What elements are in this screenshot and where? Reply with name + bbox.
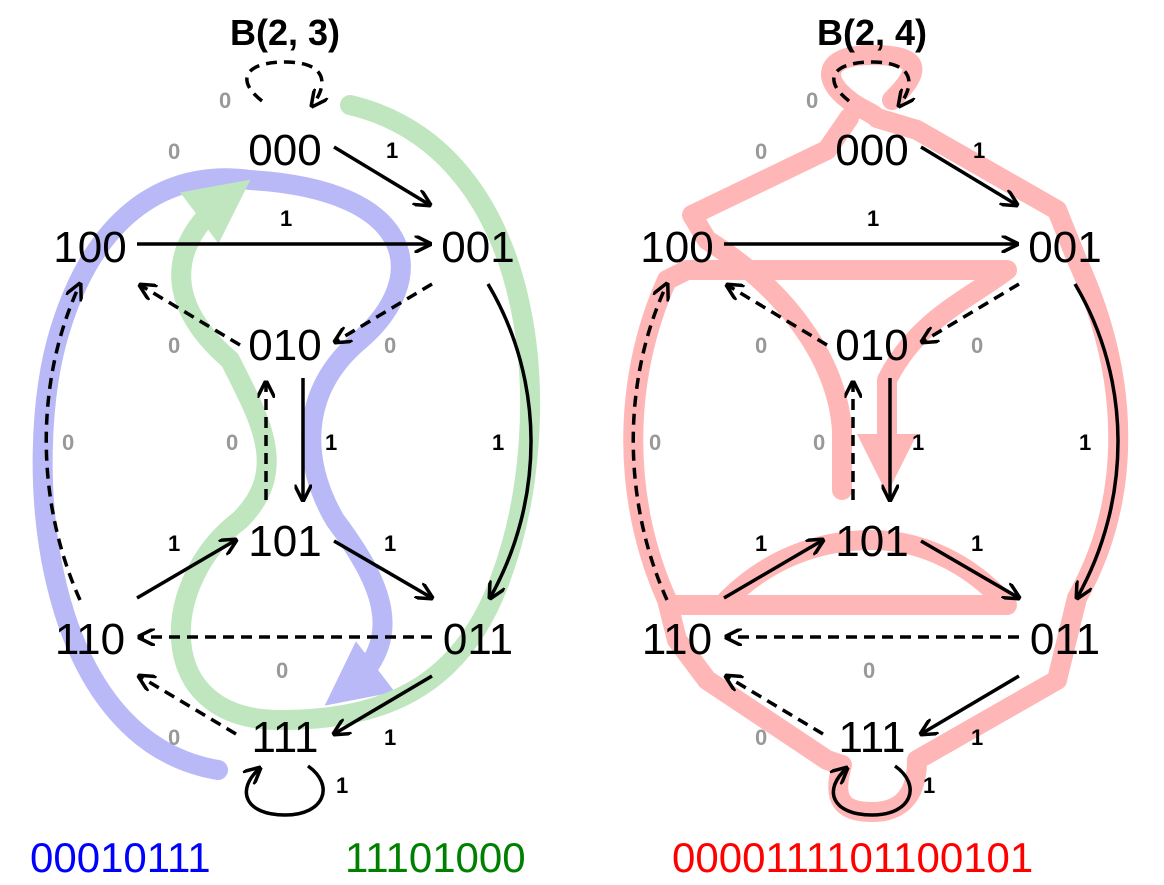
red-sequence: 0000111101100101 <box>672 834 1033 881</box>
edge-label: 1 <box>971 531 983 556</box>
blue-sequence: 00010111 <box>30 834 211 881</box>
edge-label: 0 <box>276 658 288 683</box>
node-010: 010 <box>248 321 321 370</box>
edge-label: 1 <box>280 206 292 231</box>
edge-label: 1 <box>912 430 924 455</box>
green-cycle-path <box>170 95 541 730</box>
graph-b23: 0 0 1 1 0 0 0 0 1 1 1 1 0 0 1 1 000 001 … <box>30 12 541 881</box>
edge-label: 1 <box>386 138 398 163</box>
edge-label: 0 <box>813 430 825 455</box>
edge-000-000 <box>245 60 322 106</box>
edge-label: 1 <box>971 725 983 750</box>
node-011: 011 <box>1030 615 1100 664</box>
node-100: 100 <box>640 223 713 272</box>
node-000: 000 <box>835 126 908 175</box>
edge-001-010 <box>335 282 433 342</box>
edge-label: 0 <box>384 333 396 358</box>
edge-001-011 <box>486 283 533 598</box>
node-011: 011 <box>443 615 513 664</box>
edge-110-100 <box>631 284 667 601</box>
edge-111-110 <box>726 676 824 736</box>
node-111: 111 <box>839 713 906 762</box>
edge-label: 1 <box>1079 430 1091 455</box>
edge-000-001 <box>333 145 430 205</box>
graph-b24: 0 0 1 1 0 0 0 0 1 1 1 1 0 0 1 1 000 001 … <box>623 12 1129 881</box>
node-101: 101 <box>248 517 321 566</box>
edge-001-010 <box>922 282 1020 342</box>
node-010: 010 <box>835 321 908 370</box>
node-000: 000 <box>248 126 321 175</box>
edge-101-011 <box>920 539 1019 598</box>
blue-cycle-path <box>32 168 411 780</box>
edge-011-111 <box>921 674 1020 734</box>
edge-label: 0 <box>226 430 238 455</box>
edge-label: 1 <box>973 138 985 163</box>
edge-label: 1 <box>384 531 396 556</box>
edge-label: 1 <box>168 531 180 556</box>
edge-label: 0 <box>863 658 875 683</box>
graph-title: B(2, 4) <box>817 12 927 53</box>
node-100: 100 <box>53 223 126 272</box>
edge-101-011 <box>333 539 432 598</box>
edge-label: 1 <box>923 773 935 798</box>
edge-label: 1 <box>325 430 337 455</box>
edge-label: 0 <box>168 333 180 358</box>
edge-label: 0 <box>971 333 983 358</box>
edge-label: 0 <box>62 430 74 455</box>
edge-label: 0 <box>755 333 767 358</box>
edge-111-111 <box>246 766 325 817</box>
node-001: 001 <box>441 223 514 272</box>
edge-000-000 <box>832 60 909 106</box>
edge-010-100 <box>140 285 241 347</box>
node-101: 101 <box>835 517 908 566</box>
edge-000-001 <box>920 145 1017 205</box>
node-110: 110 <box>55 615 125 664</box>
edge-110-101 <box>723 540 823 600</box>
edge-label: 0 <box>168 725 180 750</box>
edge-label: 0 <box>219 88 231 113</box>
edge-110-100 <box>44 284 80 601</box>
edge-110-101 <box>136 540 236 600</box>
edge-label: 1 <box>867 206 879 231</box>
edge-011-111 <box>334 674 433 734</box>
edge-label: 1 <box>755 531 767 556</box>
edge-label: 0 <box>806 88 818 113</box>
edge-label: 1 <box>492 430 504 455</box>
node-001: 001 <box>1028 223 1101 272</box>
edge-001-011 <box>1073 283 1120 598</box>
edge-label: 0 <box>755 725 767 750</box>
node-111: 111 <box>252 713 319 762</box>
edge-label: 0 <box>649 430 661 455</box>
edge-label: 0 <box>755 139 767 164</box>
edge-111-110 <box>139 676 237 736</box>
node-110: 110 <box>642 615 712 664</box>
edge-111-111 <box>833 766 912 817</box>
graph-title: B(2, 3) <box>230 12 340 53</box>
green-sequence: 11101000 <box>345 834 526 881</box>
edge-010-100 <box>727 285 828 347</box>
edge-label: 0 <box>168 139 180 164</box>
edge-label: 1 <box>384 725 396 750</box>
edge-label: 1 <box>336 773 348 798</box>
